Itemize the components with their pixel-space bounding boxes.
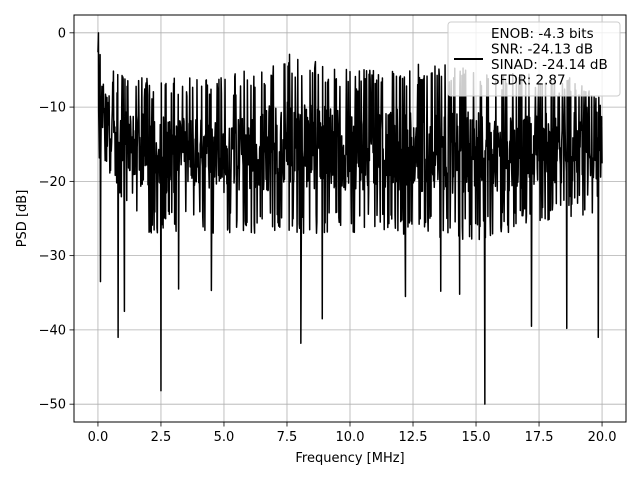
y-tick-label: 0 [58, 26, 66, 41]
y-axis-label: PSD [dB] [15, 190, 30, 248]
x-tick-label: 2.5 [151, 430, 172, 445]
y-tick-label: −40 [39, 323, 66, 338]
x-tick-label: 0.0 [88, 430, 109, 445]
x-tick-label: 20.0 [588, 430, 617, 445]
legend-enob: ENOB: -4.3 bits [491, 26, 594, 42]
y-tick-label: −20 [39, 175, 66, 190]
tick-layer: 0.0 2.5 5.0 7.5 10.0 12.5 15.0 17.5 20.0 0 −10 −20 −… [39, 26, 617, 445]
x-tick-label: 12.5 [399, 430, 428, 445]
psd-series-line [97, 32, 603, 405]
y-tick-label: −50 [39, 398, 66, 413]
x-axis-label: Frequency [MHz] [295, 451, 404, 466]
series-layer [97, 32, 603, 405]
legend: ENOB: -4.3 bits SNR: -24.13 dB SINAD: -2… [447, 21, 621, 97]
legend-box [447, 21, 621, 97]
y-tick-label: −30 [39, 249, 66, 264]
x-tick-label: 5.0 [214, 430, 235, 445]
y-tick-label: −10 [39, 101, 66, 116]
legend-snr: SNR: -24.13 dB [491, 42, 593, 58]
x-tick-label: 10.0 [336, 430, 365, 445]
x-tick-label: 15.0 [462, 430, 491, 445]
x-tick-label: 7.5 [277, 430, 298, 445]
legend-sinad: SINAD: -24.14 dB [491, 57, 608, 73]
x-tick-label: 17.5 [525, 430, 554, 445]
legend-sfdr: SFDR: 2.87 [491, 73, 566, 89]
